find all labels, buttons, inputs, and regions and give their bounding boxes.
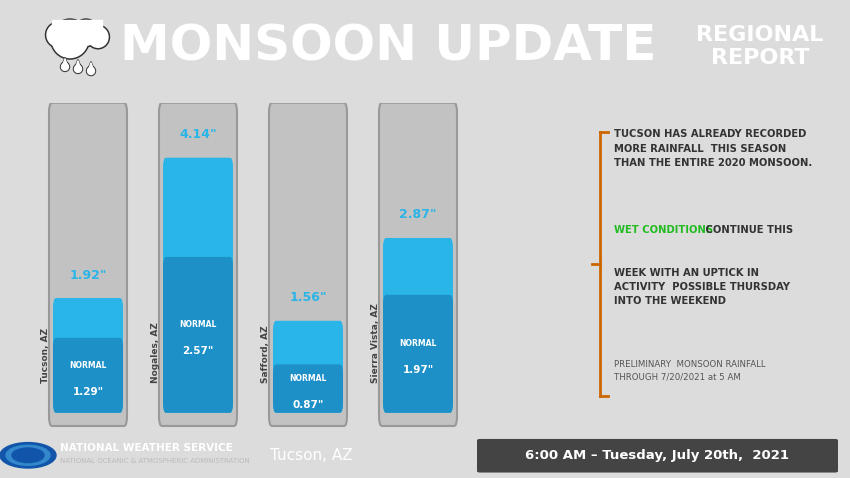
FancyBboxPatch shape bbox=[477, 439, 838, 473]
FancyBboxPatch shape bbox=[273, 364, 343, 413]
Text: 2.57": 2.57" bbox=[182, 347, 213, 357]
Circle shape bbox=[73, 64, 82, 74]
Circle shape bbox=[52, 21, 88, 57]
FancyBboxPatch shape bbox=[159, 103, 237, 426]
Circle shape bbox=[88, 67, 94, 75]
Text: NORMAL: NORMAL bbox=[400, 339, 437, 348]
Text: 1.29": 1.29" bbox=[72, 387, 104, 397]
Bar bbox=[52, 20, 102, 40]
Circle shape bbox=[74, 21, 98, 45]
Text: 2.87": 2.87" bbox=[400, 208, 437, 221]
Circle shape bbox=[88, 27, 108, 47]
Polygon shape bbox=[88, 62, 94, 69]
FancyBboxPatch shape bbox=[269, 103, 347, 426]
Text: NATIONAL OCEANIC & ATMOSPHERIC ADMINISTRATION: NATIONAL OCEANIC & ATMOSPHERIC ADMINISTR… bbox=[60, 458, 250, 464]
Text: 1.56": 1.56" bbox=[289, 291, 326, 304]
Text: Tucson, AZ: Tucson, AZ bbox=[42, 328, 50, 383]
Circle shape bbox=[46, 22, 71, 48]
Polygon shape bbox=[63, 59, 67, 65]
Circle shape bbox=[47, 23, 69, 46]
Text: CONTINUE THIS: CONTINUE THIS bbox=[702, 225, 793, 235]
Circle shape bbox=[0, 443, 56, 468]
FancyBboxPatch shape bbox=[163, 158, 233, 413]
Text: 1.97": 1.97" bbox=[402, 365, 434, 375]
Text: 4.14": 4.14" bbox=[179, 128, 217, 141]
Bar bbox=[52, 37, 102, 40]
Circle shape bbox=[72, 19, 99, 47]
FancyBboxPatch shape bbox=[163, 257, 233, 413]
Text: MONSOON UPDATE: MONSOON UPDATE bbox=[120, 22, 656, 70]
Text: Sierra Vista, AZ: Sierra Vista, AZ bbox=[371, 303, 381, 383]
FancyBboxPatch shape bbox=[379, 103, 457, 426]
Text: TUCSON HAS ALREADY RECORDED
MORE RAINFALL  THIS SEASON
THAN THE ENTIRE 2020 MONS: TUCSON HAS ALREADY RECORDED MORE RAINFAL… bbox=[614, 129, 813, 168]
Text: 6:00 AM – Tuesday, July 20th,  2021: 6:00 AM – Tuesday, July 20th, 2021 bbox=[525, 449, 789, 462]
Text: Tucson, AZ: Tucson, AZ bbox=[270, 448, 353, 463]
Circle shape bbox=[87, 25, 110, 49]
Circle shape bbox=[6, 445, 50, 465]
Text: PRELIMINARY  MONSOON RAINFALL
THROUGH 7/20/2021 at 5 AM: PRELIMINARY MONSOON RAINFALL THROUGH 7/2… bbox=[614, 360, 766, 381]
Text: Safford, AZ: Safford, AZ bbox=[262, 326, 270, 383]
Polygon shape bbox=[75, 60, 81, 67]
Text: NORMAL: NORMAL bbox=[179, 320, 217, 329]
Circle shape bbox=[50, 19, 89, 59]
FancyBboxPatch shape bbox=[383, 238, 453, 413]
Polygon shape bbox=[89, 63, 93, 69]
Polygon shape bbox=[76, 61, 80, 67]
Text: REGIONAL
REPORT: REGIONAL REPORT bbox=[696, 25, 824, 68]
Bar bbox=[50, 38, 104, 41]
Circle shape bbox=[60, 62, 70, 71]
Text: NORMAL: NORMAL bbox=[70, 361, 107, 370]
Text: NATIONAL WEATHER SERVICE: NATIONAL WEATHER SERVICE bbox=[60, 443, 233, 453]
Text: NORMAL: NORMAL bbox=[289, 374, 326, 383]
FancyBboxPatch shape bbox=[383, 295, 453, 413]
Text: 0.87": 0.87" bbox=[292, 400, 324, 410]
Circle shape bbox=[87, 66, 95, 76]
FancyBboxPatch shape bbox=[53, 338, 123, 413]
FancyBboxPatch shape bbox=[273, 321, 343, 413]
Circle shape bbox=[12, 448, 44, 463]
Text: WET CONDITIONS: WET CONDITIONS bbox=[614, 225, 713, 235]
Text: 1.92": 1.92" bbox=[69, 269, 107, 282]
Circle shape bbox=[75, 65, 82, 73]
Text: Nogales, AZ: Nogales, AZ bbox=[151, 322, 161, 383]
FancyBboxPatch shape bbox=[53, 298, 123, 413]
Text: WEEK WITH AN UPTICK IN
ACTIVITY  POSSIBLE THURSDAY
INTO THE WEEKEND: WEEK WITH AN UPTICK IN ACTIVITY POSSIBLE… bbox=[614, 268, 790, 306]
FancyBboxPatch shape bbox=[49, 103, 127, 426]
Circle shape bbox=[61, 63, 69, 70]
Polygon shape bbox=[62, 57, 68, 65]
